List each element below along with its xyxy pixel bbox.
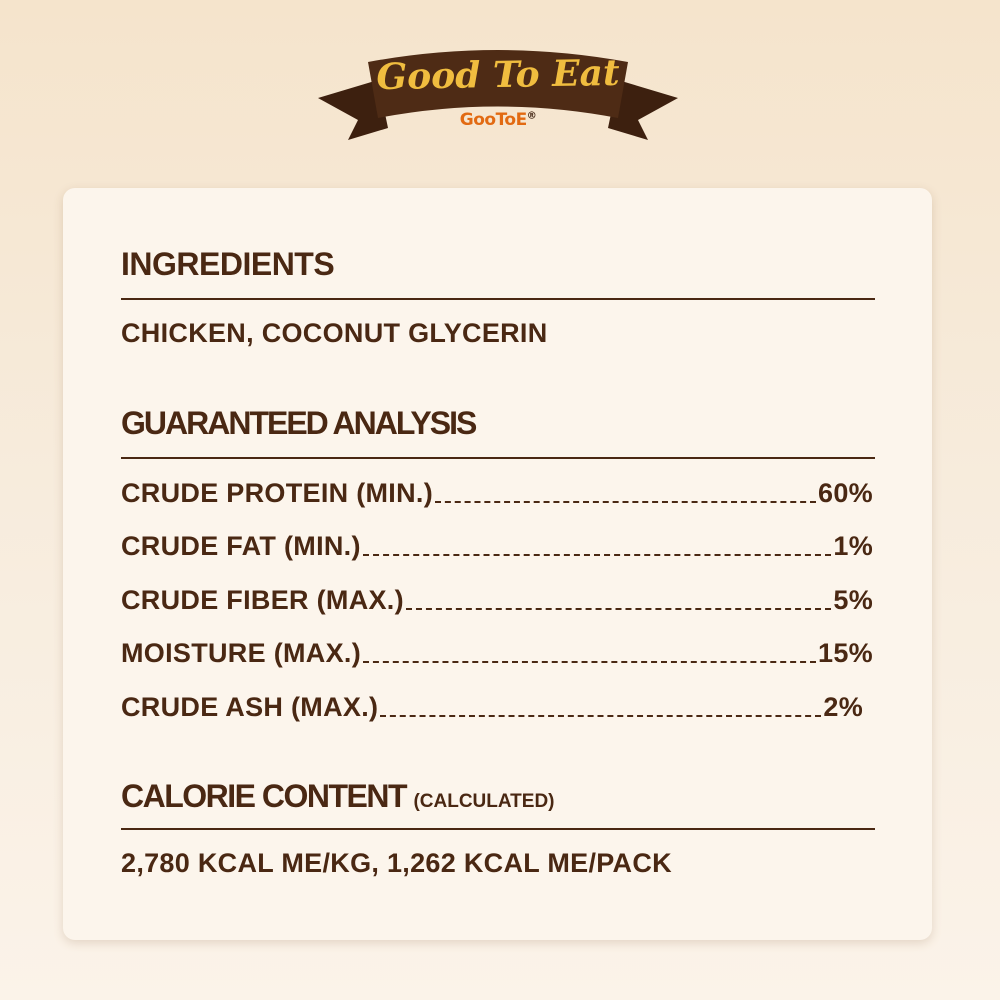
calorie-heading: CALORIE CONTENT (CALCULATED) — [121, 778, 555, 815]
row-value: 1% — [833, 531, 873, 561]
calorie-heading-text: CALORIE CONTENT — [121, 778, 408, 814]
ribbon-graphic — [318, 50, 678, 140]
brand-logo: GooToE® — [318, 110, 678, 130]
registered-mark: ® — [526, 110, 537, 122]
divider — [121, 298, 875, 300]
leader — [363, 661, 817, 663]
row-value: 5% — [833, 585, 873, 615]
leader — [405, 608, 832, 610]
row-label: CRUDE PROTEIN (MIN.) — [121, 478, 433, 508]
ingredients-text: CHICKEN, COCONUT GLYCERIN — [121, 318, 548, 348]
divider — [121, 828, 875, 830]
row-label: CRUDE FIBER (MAX.) — [121, 585, 404, 615]
leader — [362, 554, 832, 556]
leader — [380, 715, 822, 717]
row-label: MOISTURE (MAX.) — [121, 638, 361, 668]
analysis-heading: GUARANTEED ANALYSIS — [121, 405, 477, 441]
banner-title: Good To Eat — [376, 51, 620, 99]
analysis-row: CRUDE FIBER (MAX.) 5% — [121, 585, 873, 616]
row-value: 2% — [823, 692, 863, 722]
nutrition-card: INGREDIENTS CHICKEN, COCONUT GLYCERIN GU… — [63, 188, 932, 940]
analysis-row: MOISTURE (MAX.) 15% — [121, 638, 873, 669]
calorie-note: (CALCULATED) — [413, 791, 555, 812]
row-value: 60% — [818, 478, 873, 508]
analysis-row: CRUDE PROTEIN (MIN.) 60% — [121, 478, 873, 509]
brand-banner: Good To Eat GooToE® — [318, 40, 678, 150]
divider — [121, 457, 875, 459]
row-label: CRUDE FAT (MIN.) — [121, 531, 361, 561]
analysis-row: CRUDE FAT (MIN.) 1% — [121, 531, 873, 562]
analysis-row: CRUDE ASH (MAX.) 2% — [121, 692, 863, 723]
brand-name: GooToE — [459, 110, 527, 130]
row-value: 15% — [818, 638, 873, 668]
leader — [435, 501, 817, 503]
ingredients-heading: INGREDIENTS — [121, 246, 335, 282]
calorie-text: 2,780 KCAL ME/KG, 1,262 KCAL ME/PACK — [121, 848, 672, 878]
row-label: CRUDE ASH (MAX.) — [121, 692, 379, 722]
